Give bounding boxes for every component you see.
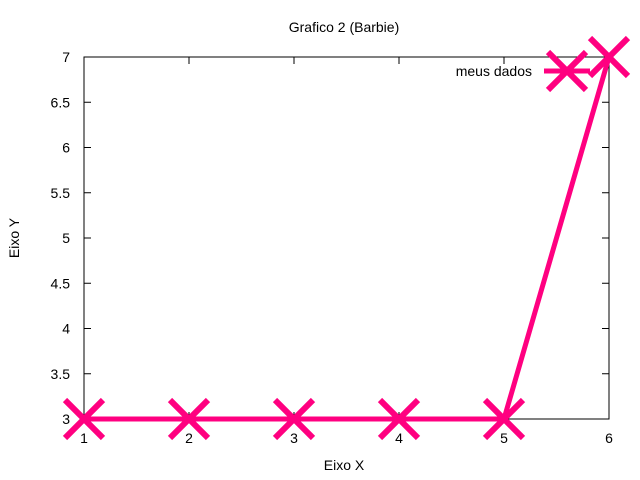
- x-tick-label: 1: [80, 430, 88, 446]
- y-tick-label: 5: [62, 230, 70, 246]
- data-point-marker: [377, 397, 421, 441]
- plot-frame: [83, 56, 610, 420]
- y-tick-label: 4: [62, 321, 70, 337]
- data-point-marker: [272, 397, 316, 441]
- x-tick-label: 6: [605, 430, 613, 446]
- y-axis-label: Eixo Y: [6, 217, 22, 258]
- x-tick-label: 4: [395, 430, 403, 446]
- legend-label: meus dados: [456, 63, 532, 79]
- y-tick-label: 5.5: [51, 185, 71, 201]
- axes: 1 2 3 4 5 6 3 3.5 4 4.5 5 5.5 6 6.5 7: [51, 49, 614, 446]
- x-axis-label: Eixo X: [324, 457, 365, 473]
- data-point-marker: [62, 397, 106, 441]
- y-tick-label: 3.5: [51, 366, 71, 382]
- series-group: [62, 35, 631, 441]
- x-tick-label: 3: [290, 430, 298, 446]
- x-tick-label: 2: [185, 430, 193, 446]
- y-tick-label: 7: [62, 49, 70, 65]
- data-point-marker: [587, 35, 631, 79]
- y-tick-label: 6.5: [51, 94, 71, 110]
- data-point-marker: [167, 397, 211, 441]
- series-line: [84, 56, 612, 422]
- legend-marker: [545, 49, 589, 93]
- legend: meus dados: [456, 49, 590, 93]
- chart-title: Grafico 2 (Barbie): [289, 19, 399, 35]
- y-tick-label: 6: [62, 140, 70, 156]
- y-tick-label: 4.5: [51, 275, 71, 291]
- y-tick-label: 3: [62, 411, 70, 427]
- x-tick-label: 5: [500, 430, 508, 446]
- data-point-marker: [482, 397, 526, 441]
